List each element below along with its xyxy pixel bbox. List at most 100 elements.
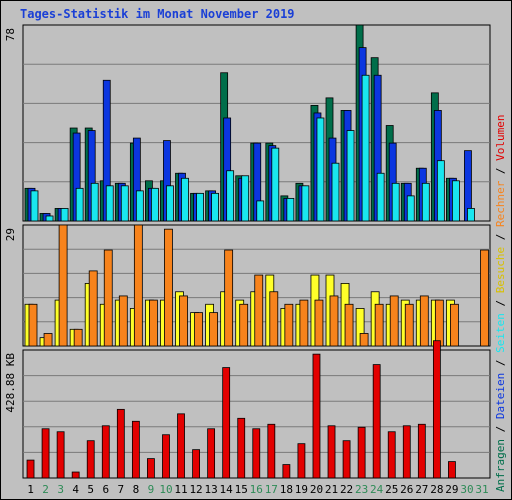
legend-item-rechner: Rechner <box>494 180 507 227</box>
bar-rechner-day-12 <box>194 312 203 347</box>
bar-rechner-day-29 <box>449 303 459 347</box>
x-tick-label-day-21: 21 <box>325 483 338 496</box>
bar-rechner-day-21 <box>329 295 339 347</box>
x-tick-label-day-25: 25 <box>385 483 398 496</box>
x-tick-label-day-6: 6 <box>102 483 109 496</box>
legend-item-dateien: Dateien <box>494 373 507 419</box>
x-tick-label-day-31: 31 <box>475 483 488 496</box>
x-tick-label-day-29: 29 <box>445 483 458 496</box>
bar-volumen-day-7 <box>116 408 125 479</box>
x-tick-label-day-1: 1 <box>27 483 34 496</box>
x-tick-label-day-17: 17 <box>265 483 278 496</box>
bar-seiten-day-8 <box>135 190 144 222</box>
chart-title: Tages-Statistik im Monat November 2019 <box>20 7 295 21</box>
bar-volumen-day-6 <box>101 425 110 479</box>
bar-rechner-day-27 <box>419 295 429 347</box>
bar-volumen-day-22 <box>342 440 351 479</box>
bar-seiten-day-19 <box>301 185 310 222</box>
bar-volumen-day-17 <box>267 423 276 479</box>
bar-seiten-day-2 <box>45 215 54 222</box>
bar-seiten-day-16 <box>256 200 265 222</box>
bar-seiten-day-1 <box>30 190 39 222</box>
bar-volumen-day-24 <box>372 364 381 479</box>
bar-rechner-day-19 <box>299 299 309 347</box>
x-tick-label-day-8: 8 <box>133 483 140 496</box>
bar-seiten-day-6 <box>105 185 114 222</box>
bar-volumen-day-15 <box>237 417 246 479</box>
bar-seiten-day-5 <box>90 182 99 222</box>
x-tick-label-day-19: 19 <box>295 483 308 496</box>
legend-item-volumen: Volumen <box>494 114 507 160</box>
bar-seiten-day-4 <box>75 187 84 222</box>
bar-seiten-day-22 <box>346 130 355 222</box>
legend-separator: / <box>494 161 507 181</box>
bar-seiten-day-28 <box>436 160 445 222</box>
bar-volumen-day-21 <box>327 425 336 479</box>
bar-rechner-day-7 <box>118 295 128 347</box>
panel-2-max-label: 29 <box>4 228 17 241</box>
bar-seiten-day-29 <box>451 180 460 222</box>
legend-item-anfragen: Anfragen <box>494 439 507 492</box>
x-tick-label-day-11: 11 <box>174 483 187 496</box>
bar-seiten-day-12 <box>196 192 204 222</box>
bar-volumen-day-23 <box>357 426 366 479</box>
bar-volumen-day-26 <box>402 425 411 479</box>
bar-seiten-day-7 <box>120 185 129 222</box>
x-tick-label-day-20: 20 <box>310 483 323 496</box>
bar-volumen-day-18 <box>282 464 291 479</box>
x-tick-label-day-4: 4 <box>72 483 79 496</box>
bar-seiten-day-11 <box>181 177 189 222</box>
bar-rechner-day-11 <box>179 295 188 347</box>
legend: Anfragen / Dateien / Seiten / Besuche / … <box>494 114 507 492</box>
bar-seiten-day-27 <box>421 182 430 222</box>
x-tick-label-day-22: 22 <box>340 483 353 496</box>
bar-volumen-day-14 <box>222 367 231 479</box>
bar-rechner-day-2 <box>43 333 53 347</box>
bar-rechner-day-13 <box>209 312 219 347</box>
bar-seiten-day-30 <box>467 208 475 222</box>
bar-seiten-day-20 <box>316 117 325 222</box>
bar-volumen-day-29 <box>448 461 456 479</box>
x-tick-label-day-24: 24 <box>370 483 384 496</box>
x-tick-label-day-18: 18 <box>280 483 293 496</box>
bar-rechner-day-23 <box>359 333 369 347</box>
bar-volumen-day-9 <box>147 458 155 479</box>
bar-seiten-day-18 <box>286 197 295 222</box>
bar-rechner-day-3 <box>58 224 68 347</box>
bar-rechner-day-5 <box>88 270 98 347</box>
bar-volumen-day-2 <box>41 428 50 479</box>
x-tick-label-day-3: 3 <box>57 483 64 496</box>
panel-1-max-label: 78 <box>4 28 17 41</box>
x-tick-label-day-9: 9 <box>148 483 155 496</box>
bar-volumen-day-10 <box>162 434 170 479</box>
panel-3-max-label: 428.88 KB <box>4 353 17 413</box>
legend-item-seiten: Seiten <box>494 313 507 353</box>
x-tick-label-day-15: 15 <box>235 483 248 496</box>
bar-rechner-day-28 <box>434 299 444 347</box>
bar-rechner-day-10 <box>164 228 173 347</box>
x-tick-label-day-13: 13 <box>205 483 218 496</box>
bar-rechner-day-25 <box>389 295 399 347</box>
bar-volumen-day-20 <box>312 353 321 479</box>
legend-separator: / <box>494 419 507 439</box>
x-tick-label-day-5: 5 <box>87 483 94 496</box>
bar-volumen-day-12 <box>192 449 200 479</box>
bar-seiten-day-15 <box>241 175 250 222</box>
bar-rechner-day-4 <box>73 328 83 347</box>
bar-volumen-day-1 <box>26 459 35 479</box>
bar-rechner-day-15 <box>239 303 249 347</box>
bar-volumen-day-27 <box>417 423 426 479</box>
bar-seiten-day-24 <box>376 172 385 222</box>
bar-volumen-day-3 <box>56 431 65 479</box>
bar-rechner-day-17 <box>269 291 279 347</box>
bar-rechner-day-26 <box>404 303 414 347</box>
bar-rechner-day-18 <box>284 303 294 347</box>
legend-separator: / <box>494 293 507 313</box>
x-tick-label-day-7: 7 <box>118 483 125 496</box>
bar-seiten-day-14 <box>226 170 235 222</box>
bar-rechner-day-1 <box>28 303 38 347</box>
bar-rechner-day-31 <box>480 249 489 347</box>
legend-item-besuche: Besuche <box>494 247 507 293</box>
x-tick-label-day-26: 26 <box>400 483 413 496</box>
